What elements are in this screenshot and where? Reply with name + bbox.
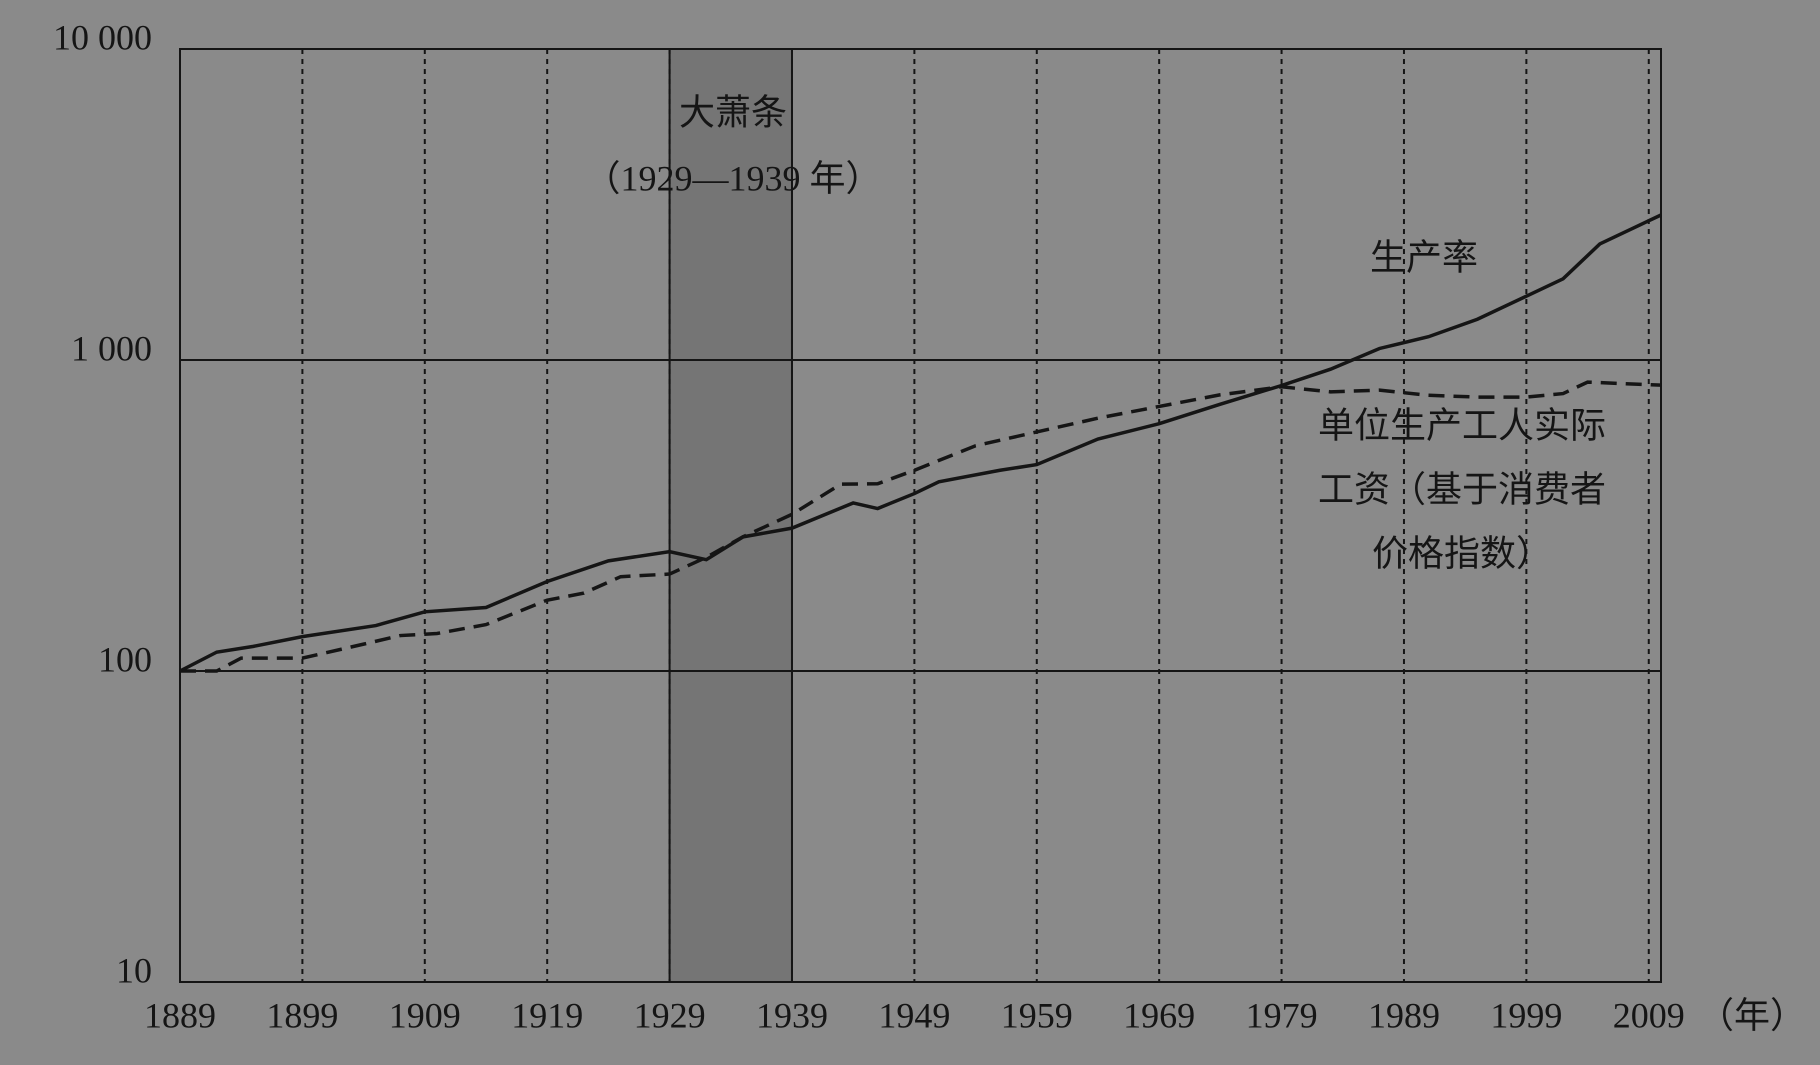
series-label: 工资（基于消费者 bbox=[1318, 469, 1606, 509]
x-tick-label: 1929 bbox=[634, 995, 706, 1035]
x-tick-label: 1949 bbox=[878, 995, 950, 1035]
x-unit: （年） bbox=[1698, 995, 1806, 1035]
x-tick-label: 1959 bbox=[1001, 995, 1073, 1035]
plot-frame bbox=[179, 48, 1662, 983]
x-tick-label: 1909 bbox=[389, 995, 461, 1035]
series-line bbox=[179, 213, 1662, 673]
x-tick-label: 1979 bbox=[1246, 995, 1318, 1035]
series-line bbox=[180, 380, 1662, 673]
x-tick-label: 2009 bbox=[1613, 995, 1685, 1035]
y-tick-label: 100 bbox=[98, 639, 152, 679]
series-label: 单位生产工人实际 bbox=[1318, 405, 1606, 445]
x-tick-label: 1889 bbox=[144, 995, 216, 1035]
x-tick-label: 1989 bbox=[1368, 995, 1440, 1035]
highlight-band bbox=[668, 48, 793, 983]
highlight-label: 大萧条 bbox=[679, 92, 787, 132]
x-tick-label: 1969 bbox=[1123, 995, 1195, 1035]
series-label: 生产率 bbox=[1370, 237, 1478, 277]
y-tick-label: 1 000 bbox=[71, 328, 152, 368]
series-label: 价格指数） bbox=[1372, 533, 1552, 573]
y-tick-label: 10 000 bbox=[53, 17, 152, 57]
x-tick-label: 1919 bbox=[511, 995, 583, 1035]
y-tick-label: 10 bbox=[116, 950, 152, 990]
x-tick-label: 1999 bbox=[1490, 995, 1562, 1035]
x-tick-label: 1899 bbox=[266, 995, 338, 1035]
highlight-sublabel: （1929—1939 年） bbox=[584, 158, 881, 198]
x-tick-label: 1939 bbox=[756, 995, 828, 1035]
